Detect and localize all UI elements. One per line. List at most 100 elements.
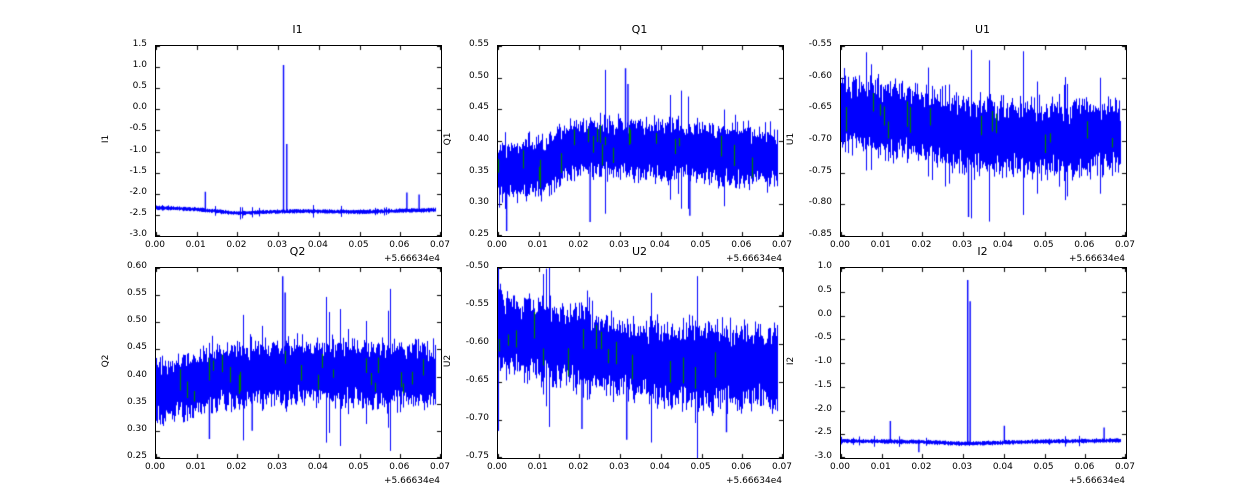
plot-area — [840, 267, 1127, 459]
x-tick-label: 0.03 — [609, 240, 630, 250]
y-tick-label: 0.60 — [126, 261, 147, 271]
x-tick-label: 0.02 — [226, 240, 247, 250]
x-tick-label: 0.04 — [992, 462, 1013, 472]
x-tick-label: 0.06 — [389, 240, 410, 250]
x-axis-offset: +5.66634e4 — [725, 254, 782, 264]
x-axis-offset: +5.66634e4 — [1068, 254, 1125, 264]
x-tick-label: 0.05 — [348, 240, 369, 250]
x-tick-label: 0.01 — [527, 240, 548, 250]
y-tick-label: 0.40 — [126, 369, 147, 380]
y-tick-label: -1.0 — [129, 144, 147, 155]
x-tick-label: 0.04 — [307, 462, 328, 472]
y-tick-label: -3.0 — [814, 451, 832, 461]
plot-title: I1 — [292, 23, 303, 36]
y-tick-label: -0.75 — [808, 165, 832, 176]
x-tick-label: 0.07 — [771, 240, 793, 250]
x-tick-label: 0.07 — [1114, 462, 1136, 472]
y-tick-label: 0.55 — [468, 39, 489, 49]
plot-area — [840, 45, 1127, 237]
y-tick-label: -0.60 — [465, 337, 489, 347]
y-tick-label: 0.25 — [468, 229, 489, 239]
x-tick-label: 0.07 — [771, 462, 793, 472]
y-axis-label: U2 — [443, 354, 454, 368]
y-tick-label: 0.30 — [468, 197, 489, 208]
x-tick-label: 0.04 — [307, 240, 328, 250]
y-tick-label: 0.0 — [132, 102, 147, 113]
y-tick-label: -0.55 — [808, 39, 832, 49]
y-tick-label: 0.45 — [126, 342, 147, 353]
x-tick-label: 0.00 — [144, 240, 166, 250]
y-tick-label: -0.65 — [465, 375, 489, 385]
y-tick-label: 1.5 — [132, 39, 147, 49]
y-tick-label: 0.50 — [126, 315, 147, 326]
y-tick-label: -1.5 — [129, 165, 147, 176]
y-tick-label: -2.0 — [814, 403, 832, 414]
y-tick-label: -2.5 — [814, 427, 832, 438]
x-tick-label: 0.02 — [568, 462, 589, 472]
x-tick-label: 0.04 — [649, 462, 670, 472]
x-tick-label: 0.03 — [952, 240, 973, 250]
x-axis-offset: +5.66634e4 — [725, 476, 782, 486]
y-tick-label: 1.0 — [132, 60, 147, 71]
y-tick-label: -0.5 — [814, 332, 832, 343]
x-tick-label: 0.02 — [911, 462, 932, 472]
y-tick-label: -0.55 — [465, 299, 489, 309]
x-tick-label: 0.01 — [527, 462, 548, 472]
y-tick-label: 0.5 — [132, 81, 147, 92]
y-tick-label: 0.35 — [468, 165, 489, 176]
y-tick-label: -2.5 — [129, 207, 147, 218]
x-tick-label: 0.00 — [829, 462, 851, 472]
x-tick-label: 0.06 — [731, 240, 752, 250]
plot-area — [155, 45, 442, 237]
x-tick-label: 0.05 — [348, 462, 369, 472]
x-tick-label: 0.01 — [870, 462, 891, 472]
x-tick-label: 0.03 — [952, 462, 973, 472]
y-tick-label: -0.60 — [808, 70, 832, 81]
x-tick-label: 0.07 — [429, 240, 451, 250]
x-tick-label: 0.01 — [185, 240, 206, 250]
x-tick-label: 0.00 — [829, 240, 851, 250]
plot-area — [155, 267, 442, 459]
x-tick-label: 0.07 — [429, 462, 451, 472]
x-tick-label: 0.06 — [389, 462, 410, 472]
y-tick-label: -0.70 — [465, 413, 489, 423]
y-tick-label: -0.80 — [808, 197, 832, 208]
y-tick-label: 0.55 — [126, 288, 147, 299]
x-tick-label: 0.04 — [992, 240, 1013, 250]
x-tick-label: 0.06 — [731, 462, 752, 472]
x-tick-label: 0.05 — [690, 240, 711, 250]
y-tick-label: -0.70 — [808, 134, 832, 144]
y-tick-label: 1.0 — [817, 261, 832, 271]
x-tick-label: 0.02 — [226, 462, 247, 472]
x-tick-label: 0.07 — [1114, 240, 1136, 250]
y-tick-label: -1.0 — [814, 356, 832, 366]
plot-title: U1 — [974, 23, 991, 36]
y-tick-label: -1.5 — [814, 379, 832, 390]
y-tick-label: -3.0 — [129, 229, 147, 239]
plot-area — [497, 45, 784, 237]
y-tick-label: 0.45 — [468, 102, 489, 113]
x-tick-label: 0.03 — [267, 462, 288, 472]
x-tick-label: 0.02 — [568, 240, 589, 250]
plot-title: Q1 — [631, 23, 648, 36]
x-tick-label: 0.01 — [870, 240, 891, 250]
y-tick-label: 0.40 — [468, 134, 489, 144]
x-tick-label: 0.00 — [486, 462, 508, 472]
x-tick-label: 0.04 — [649, 240, 670, 250]
x-tick-label: 0.05 — [1033, 462, 1054, 472]
y-tick-label: 0.0 — [817, 308, 832, 319]
y-tick-label: 0.50 — [468, 70, 489, 81]
y-tick-label: -0.75 — [465, 451, 489, 461]
x-tick-label: 0.03 — [267, 240, 288, 250]
x-tick-label: 0.05 — [1033, 240, 1054, 250]
x-tick-label: 0.01 — [185, 462, 206, 472]
plot-title: U2 — [631, 245, 648, 258]
y-tick-label: -0.85 — [808, 229, 832, 239]
plot-area — [497, 267, 784, 459]
y-tick-label: 0.30 — [126, 423, 147, 434]
x-tick-label: 0.05 — [690, 462, 711, 472]
x-tick-label: 0.02 — [911, 240, 932, 250]
x-axis-offset: +5.66634e4 — [383, 476, 440, 486]
x-axis-offset: +5.66634e4 — [1068, 476, 1125, 486]
y-tick-label: 0.5 — [817, 284, 832, 295]
